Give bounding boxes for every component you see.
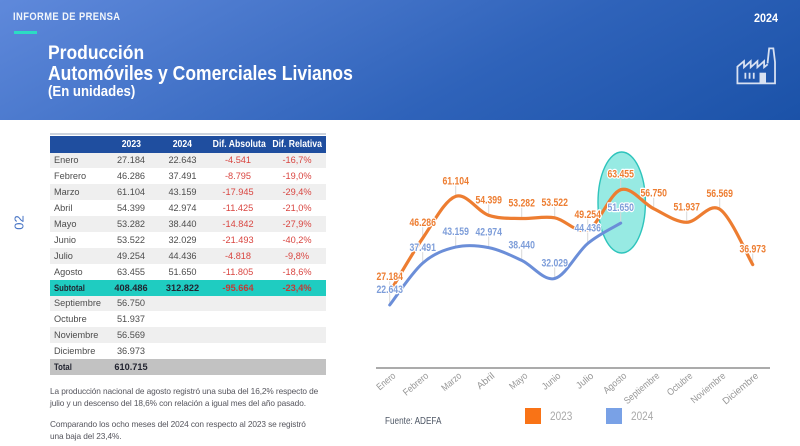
svg-text:Octubre: Octubre xyxy=(665,371,695,399)
svg-text:56.750: 56.750 xyxy=(640,188,667,200)
svg-text:Mayo: Mayo xyxy=(507,371,530,393)
svg-text:Junio: Junio xyxy=(540,371,563,393)
svg-text:63.455: 63.455 xyxy=(607,169,634,181)
svg-text:Diciembre: Diciembre xyxy=(721,371,762,408)
svg-text:22.643: 22.643 xyxy=(376,284,403,296)
svg-text:Febrero: Febrero xyxy=(401,371,431,399)
svg-text:Agosto: Agosto xyxy=(601,371,629,397)
svg-text:38.440: 38.440 xyxy=(508,239,535,251)
svg-text:32.029: 32.029 xyxy=(541,258,568,270)
svg-text:42.974: 42.974 xyxy=(475,227,502,239)
svg-text:37.491: 37.491 xyxy=(409,242,436,254)
svg-text:44.436: 44.436 xyxy=(574,223,601,235)
svg-text:53.522: 53.522 xyxy=(541,197,568,209)
svg-text:46.286: 46.286 xyxy=(409,217,436,229)
svg-text:53.282: 53.282 xyxy=(508,198,535,210)
svg-text:Abril: Abril xyxy=(475,371,497,392)
svg-text:Julio: Julio xyxy=(574,371,596,392)
svg-text:56.569: 56.569 xyxy=(706,188,733,200)
svg-text:Enero: Enero xyxy=(375,371,399,393)
svg-text:54.399: 54.399 xyxy=(475,194,502,206)
svg-text:27.184: 27.184 xyxy=(376,271,403,283)
svg-text:36.973: 36.973 xyxy=(739,244,766,256)
svg-text:51.650: 51.650 xyxy=(607,202,634,214)
svg-text:49.254: 49.254 xyxy=(574,209,601,221)
svg-text:Septiembre: Septiembre xyxy=(622,371,662,407)
svg-text:Marzo: Marzo xyxy=(439,371,464,394)
svg-text:61.104: 61.104 xyxy=(442,175,469,187)
svg-text:51.937: 51.937 xyxy=(673,201,700,213)
svg-text:43.159: 43.159 xyxy=(442,226,469,238)
